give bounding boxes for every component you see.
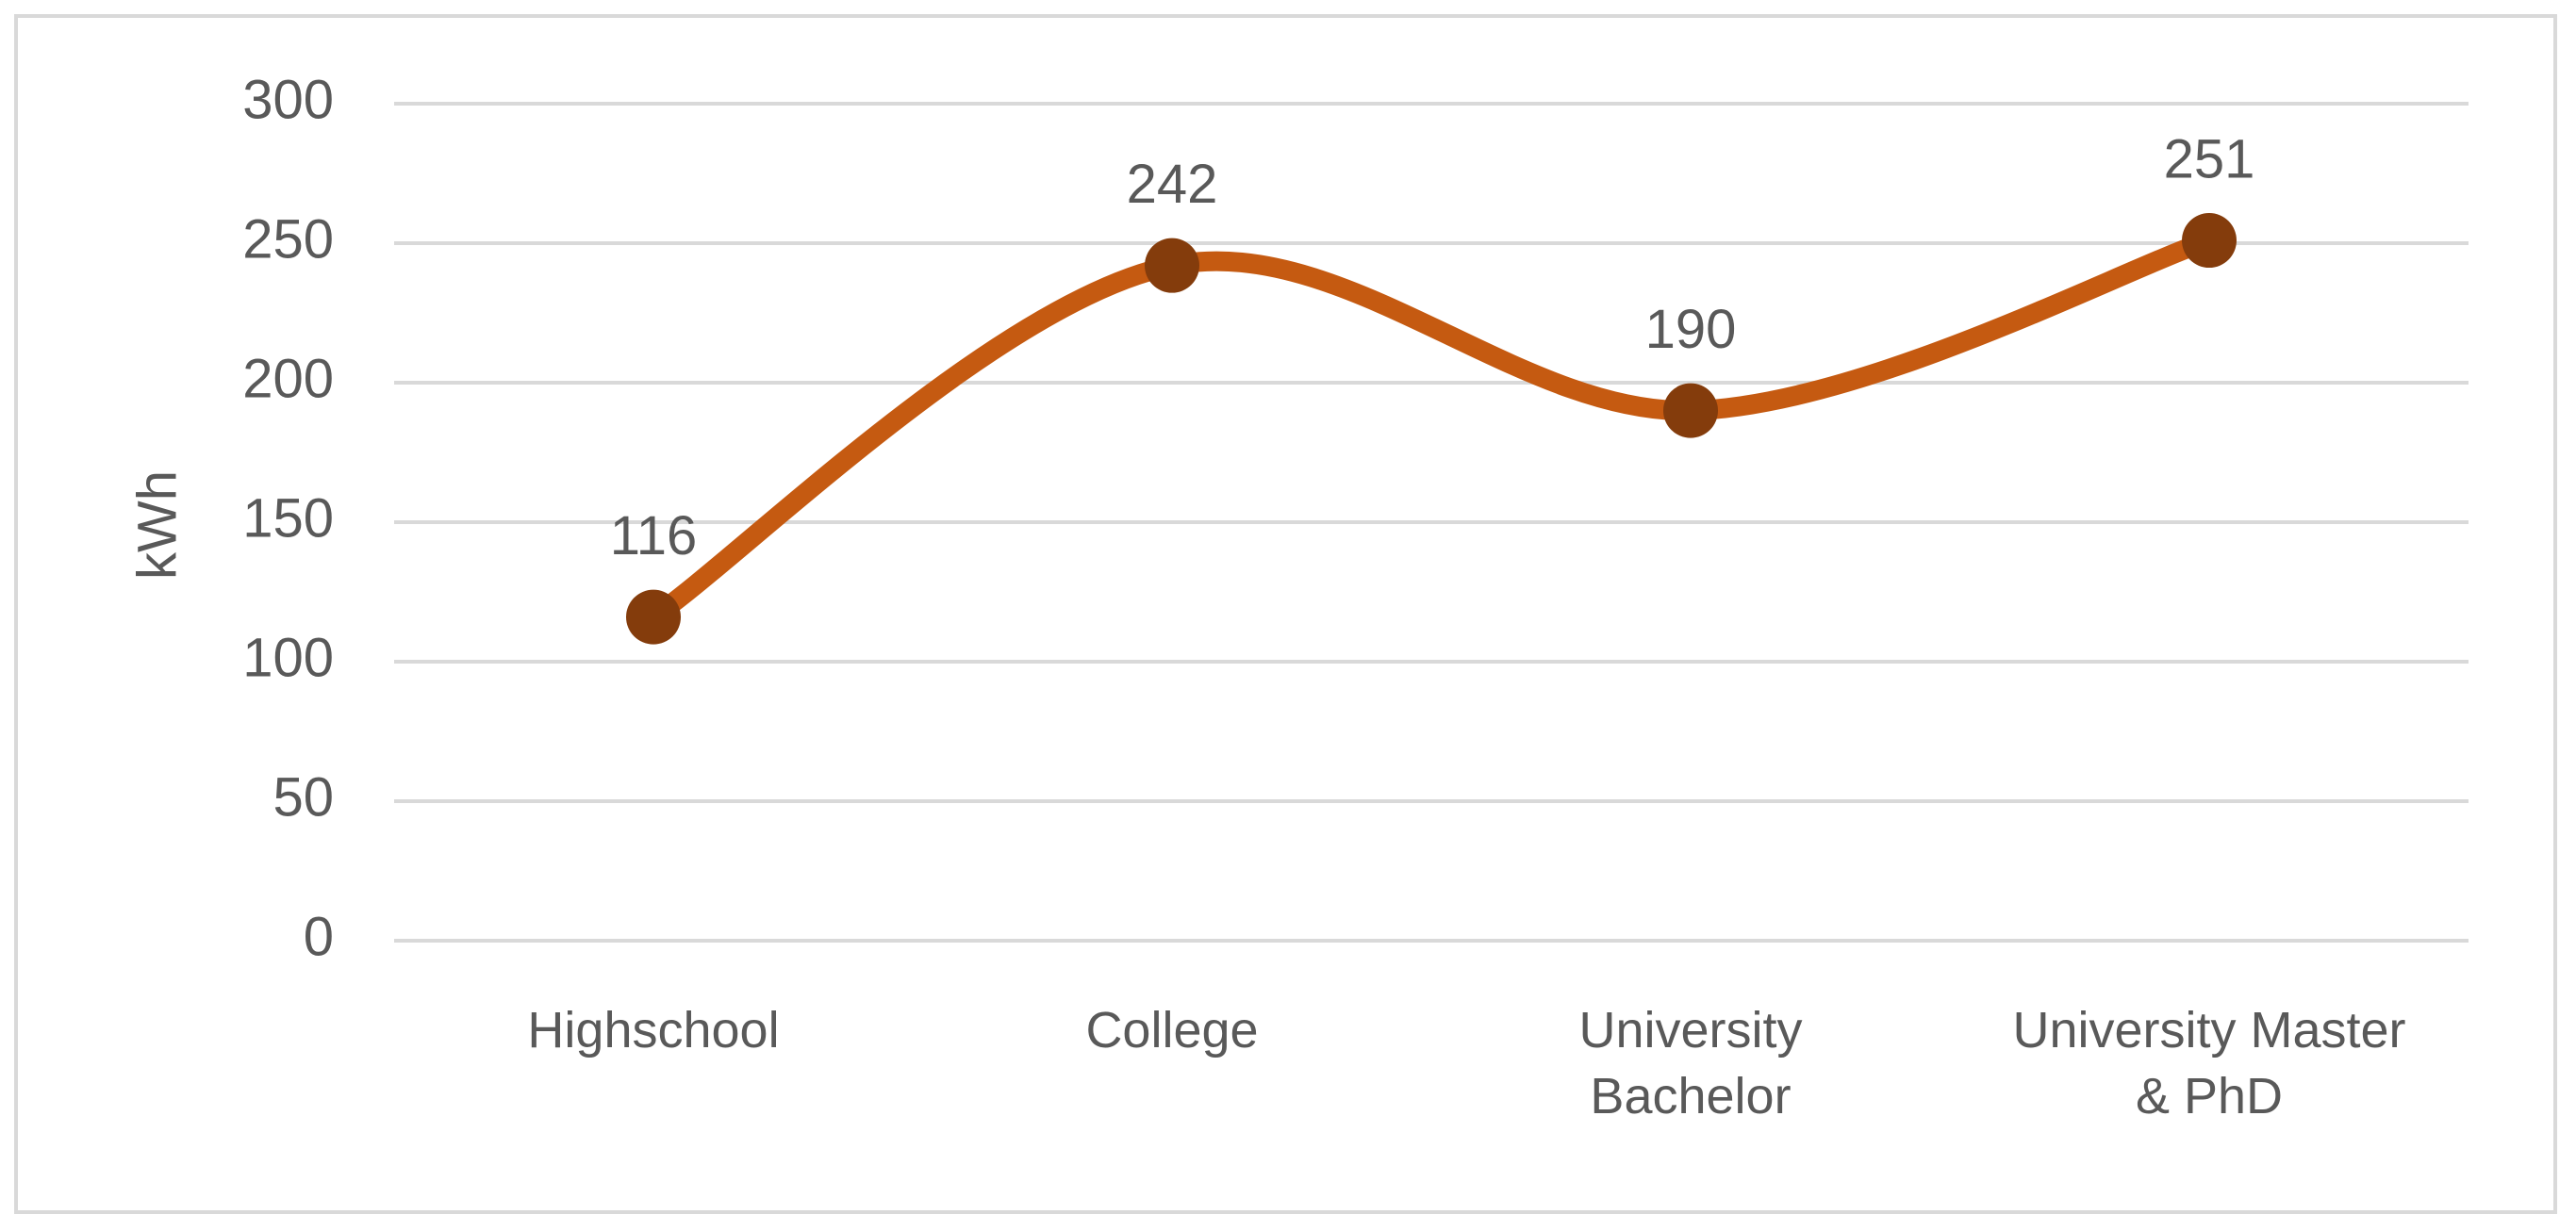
- y-tick-label: 250: [242, 208, 334, 270]
- data-label: 190: [1645, 299, 1737, 360]
- y-tick-label: 50: [272, 766, 334, 828]
- y-tick-label: 100: [242, 627, 334, 688]
- x-tick-label: University Master & PhD: [2012, 1002, 2406, 1124]
- y-tick-label: 200: [242, 348, 334, 409]
- y-axis-label: kWh: [126, 470, 188, 580]
- data-label: 116: [610, 505, 697, 566]
- x-tick-label: University Bachelor: [1578, 1002, 1803, 1124]
- marker: [626, 589, 681, 645]
- y-tick-label: 150: [242, 487, 334, 549]
- marker: [2182, 213, 2237, 269]
- x-tick-label: Highschool: [527, 1002, 780, 1059]
- marker: [1145, 238, 1199, 293]
- chart-border: [14, 14, 2557, 1214]
- data-label: 251: [2164, 128, 2255, 189]
- data-label: 242: [1127, 154, 1218, 215]
- x-tick-label: College: [1085, 1002, 1259, 1059]
- y-tick-label: 300: [242, 69, 334, 130]
- y-tick-label: 0: [304, 906, 334, 967]
- line-series: [643, 230, 2220, 628]
- marker: [1663, 383, 1718, 438]
